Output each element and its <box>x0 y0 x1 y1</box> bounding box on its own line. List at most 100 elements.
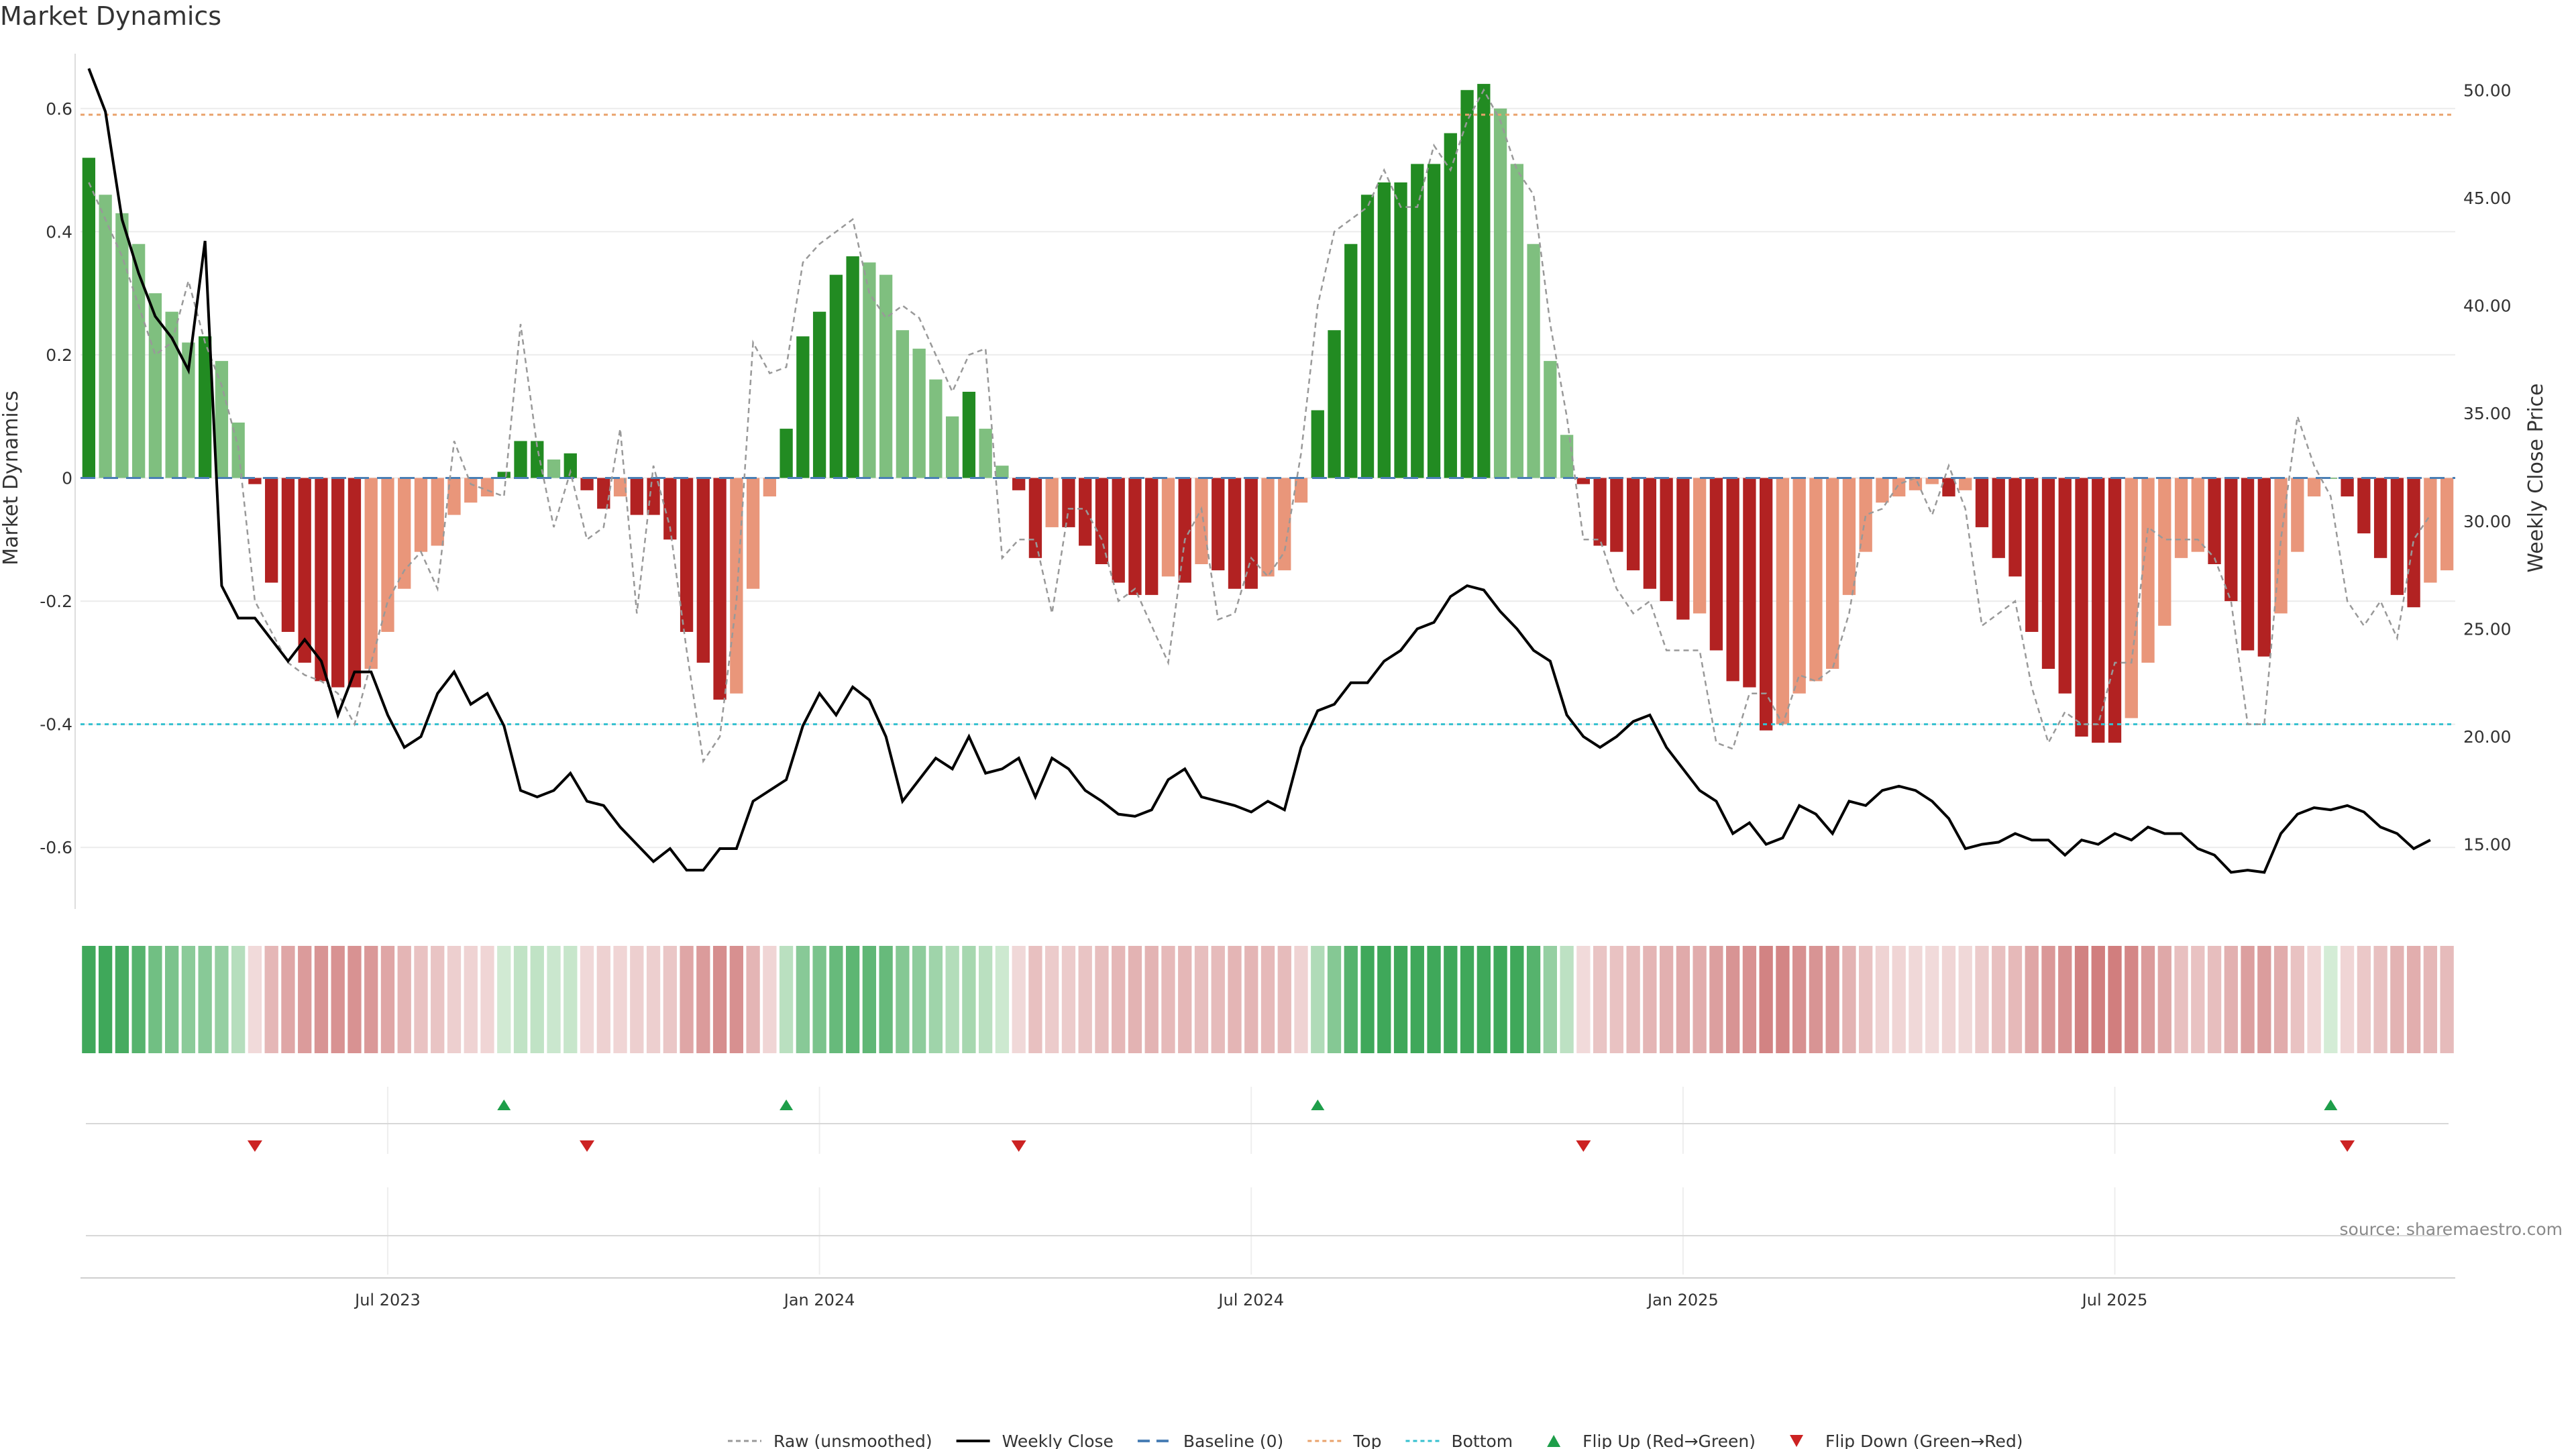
dynamics-bar <box>1360 195 1375 478</box>
dynamics-bar <box>613 478 627 497</box>
regime-strip-cell <box>1759 946 1773 1053</box>
y-tick-label: 0 <box>62 469 72 488</box>
flip-up-marker <box>2324 1099 2338 1110</box>
regime-strip-cell <box>2141 946 2155 1053</box>
dynamics-bar <box>165 311 178 478</box>
dynamics-bar <box>1212 478 1225 571</box>
regime-strip-cell <box>480 946 494 1053</box>
regime-strip-cell <box>82 946 96 1053</box>
regime-strip-cell <box>1327 946 1342 1053</box>
regime-strip-cell <box>1875 946 1890 1053</box>
regime-strip-cell <box>115 946 129 1053</box>
regime-strip-cell <box>2257 946 2271 1053</box>
regime-strip-cell <box>2041 946 2055 1053</box>
regime-strip-cell <box>1543 946 1557 1053</box>
regime-strip-cell <box>2390 946 2404 1053</box>
y2-tick-label: 15.00 <box>2463 835 2512 855</box>
dynamics-bar <box>1095 478 1109 564</box>
dynamics-bar <box>281 478 295 632</box>
regime-strip-cell <box>1975 946 1989 1053</box>
regime-strip-cell <box>2008 946 2023 1053</box>
dynamics-bar <box>2075 478 2088 737</box>
dynamics-bar <box>1411 164 1424 478</box>
regime-strip-cell <box>497 946 511 1053</box>
flip-down-marker <box>1576 1140 1591 1152</box>
regime-strip-cell <box>995 946 1010 1053</box>
legend-label: Top <box>1352 1432 1381 1449</box>
regime-strip-cell <box>1742 946 1757 1053</box>
regime-strip-cell <box>1393 946 1408 1053</box>
dynamics-bar <box>1427 164 1441 478</box>
dynamics-bar <box>1892 478 1906 497</box>
regime-strip-cell <box>2241 946 2255 1053</box>
dynamics-bar <box>2341 478 2354 497</box>
regime-strip-cell <box>1311 946 1325 1053</box>
dynamics-bar <box>1842 478 1856 595</box>
dynamics-bar <box>630 478 643 515</box>
dynamics-bar <box>2058 478 2072 694</box>
regime-strip-cell <box>1294 946 1308 1053</box>
dynamics-bar <box>431 478 444 546</box>
dynamics-bar <box>846 256 859 478</box>
dynamics-bar <box>1493 108 1507 478</box>
regime-strip-cell <box>2025 946 2039 1053</box>
regime-strip-cell <box>1144 946 1159 1053</box>
regime-strip-cell <box>1260 946 1275 1053</box>
dynamics-bar <box>298 478 311 663</box>
regime-strip-cell <box>2357 946 2371 1053</box>
regime-strip-cell <box>2373 946 2387 1053</box>
flip-down-marker <box>580 1140 595 1152</box>
dynamics-bar <box>115 213 129 478</box>
y2-tick-label: 45.00 <box>2463 189 2512 208</box>
dynamics-bar <box>182 342 195 478</box>
flip-down-marker <box>1011 1140 1026 1152</box>
x-tick-label: Jul 2025 <box>2081 1291 2148 1309</box>
regime-strip-cell <box>397 946 411 1053</box>
legend-label: Flip Down (Green→Red) <box>1825 1432 2023 1449</box>
regime-strip-cell <box>796 946 810 1053</box>
dynamics-bar <box>879 274 893 478</box>
dynamics-bar <box>1959 478 1972 490</box>
dynamics-bar <box>1660 478 1673 602</box>
regime-strip-cell <box>380 946 395 1053</box>
y-tick-label: 0.6 <box>46 99 72 119</box>
dynamics-bar <box>464 478 478 503</box>
dynamics-bar <box>1261 478 1275 577</box>
dynamics-bar <box>1444 133 1457 478</box>
dynamics-bar <box>1477 84 1491 478</box>
regime-strip-cell <box>530 946 544 1053</box>
dynamics-bar <box>2108 478 2122 743</box>
regime-strip-cell <box>2125 946 2139 1053</box>
dynamics-bar <box>1244 478 1258 589</box>
regime-strip-cell <box>2108 946 2122 1053</box>
dynamics-bar <box>1112 478 1125 583</box>
dynamics-bar <box>447 478 461 515</box>
regime-strip-cell <box>580 946 594 1053</box>
x-tick-label: Jan 2025 <box>1646 1291 1719 1309</box>
regime-strip-cell <box>1410 946 1424 1053</box>
regime-strip-cell <box>1377 946 1391 1053</box>
regime-strip-cell <box>1892 946 1906 1053</box>
dynamics-bar <box>2357 478 2371 534</box>
regime-strip-cell <box>845 946 860 1053</box>
regime-strip-cell <box>1842 946 1856 1053</box>
dynamics-bar <box>381 478 394 632</box>
dynamics-bar <box>1560 435 1574 478</box>
legend-label: Baseline (0) <box>1183 1432 1283 1449</box>
dynamics-bar <box>2241 478 2255 651</box>
dynamics-bar <box>780 429 793 478</box>
dynamics-bar <box>580 478 594 490</box>
regime-strip-cell <box>1593 946 1607 1053</box>
dynamics-bar <box>1726 478 1739 682</box>
regime-strip-cell <box>364 946 378 1053</box>
y2-axis-title: Weekly Close Price <box>2524 383 2548 572</box>
chart-title: Market Dynamics <box>0 1 222 31</box>
flip-down-marker <box>247 1140 262 1152</box>
dynamics-bar <box>1859 478 1872 552</box>
regime-strip-cell <box>1161 946 1175 1053</box>
regime-strip-cell <box>613 946 627 1053</box>
dynamics-bar <box>1792 478 1806 694</box>
dynamics-bar <box>1942 478 1955 497</box>
legend: Raw (unsmoothed) Weekly Close Baseline (0)… <box>728 1432 2023 1449</box>
regime-strip-cell <box>347 946 362 1053</box>
